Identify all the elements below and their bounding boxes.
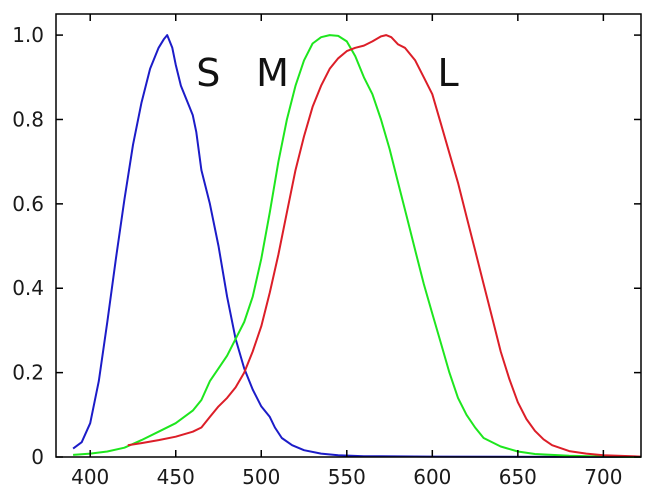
x-tick-label: 700: [584, 465, 622, 489]
series-line-s: [72, 34, 642, 458]
y-tick-label: 0.6: [12, 192, 44, 216]
plot-frame: [55, 13, 642, 458]
x-tick-label: 600: [413, 465, 451, 489]
y-tick-label: 0.8: [12, 107, 44, 131]
ticks-group: [56, 14, 641, 458]
y-tick-labels: 0 0.2 0.4 0.6 0.8 1.0: [12, 23, 44, 469]
series-group: [72, 34, 642, 458]
x-tick-label: 450: [157, 465, 195, 489]
curve-label-m: M: [256, 51, 289, 95]
x-tick-label: 400: [71, 465, 109, 489]
y-tick-label: 1.0: [12, 23, 44, 47]
y-tick-label: 0: [31, 445, 44, 469]
curve-label-s: S: [196, 51, 220, 95]
series-line-l: [127, 34, 642, 458]
x-tick-label: 550: [328, 465, 366, 489]
curve-label-l: L: [437, 51, 458, 95]
x-tick-labels: 400 450 500 550 600 650 700: [71, 465, 622, 489]
x-tick-label: 500: [242, 465, 280, 489]
curve-labels: S M L: [196, 51, 458, 95]
x-tick-label: 650: [499, 465, 537, 489]
y-tick-label: 0.2: [12, 361, 44, 385]
y-tick-label: 0.4: [12, 276, 44, 300]
series-line-m: [73, 34, 642, 458]
